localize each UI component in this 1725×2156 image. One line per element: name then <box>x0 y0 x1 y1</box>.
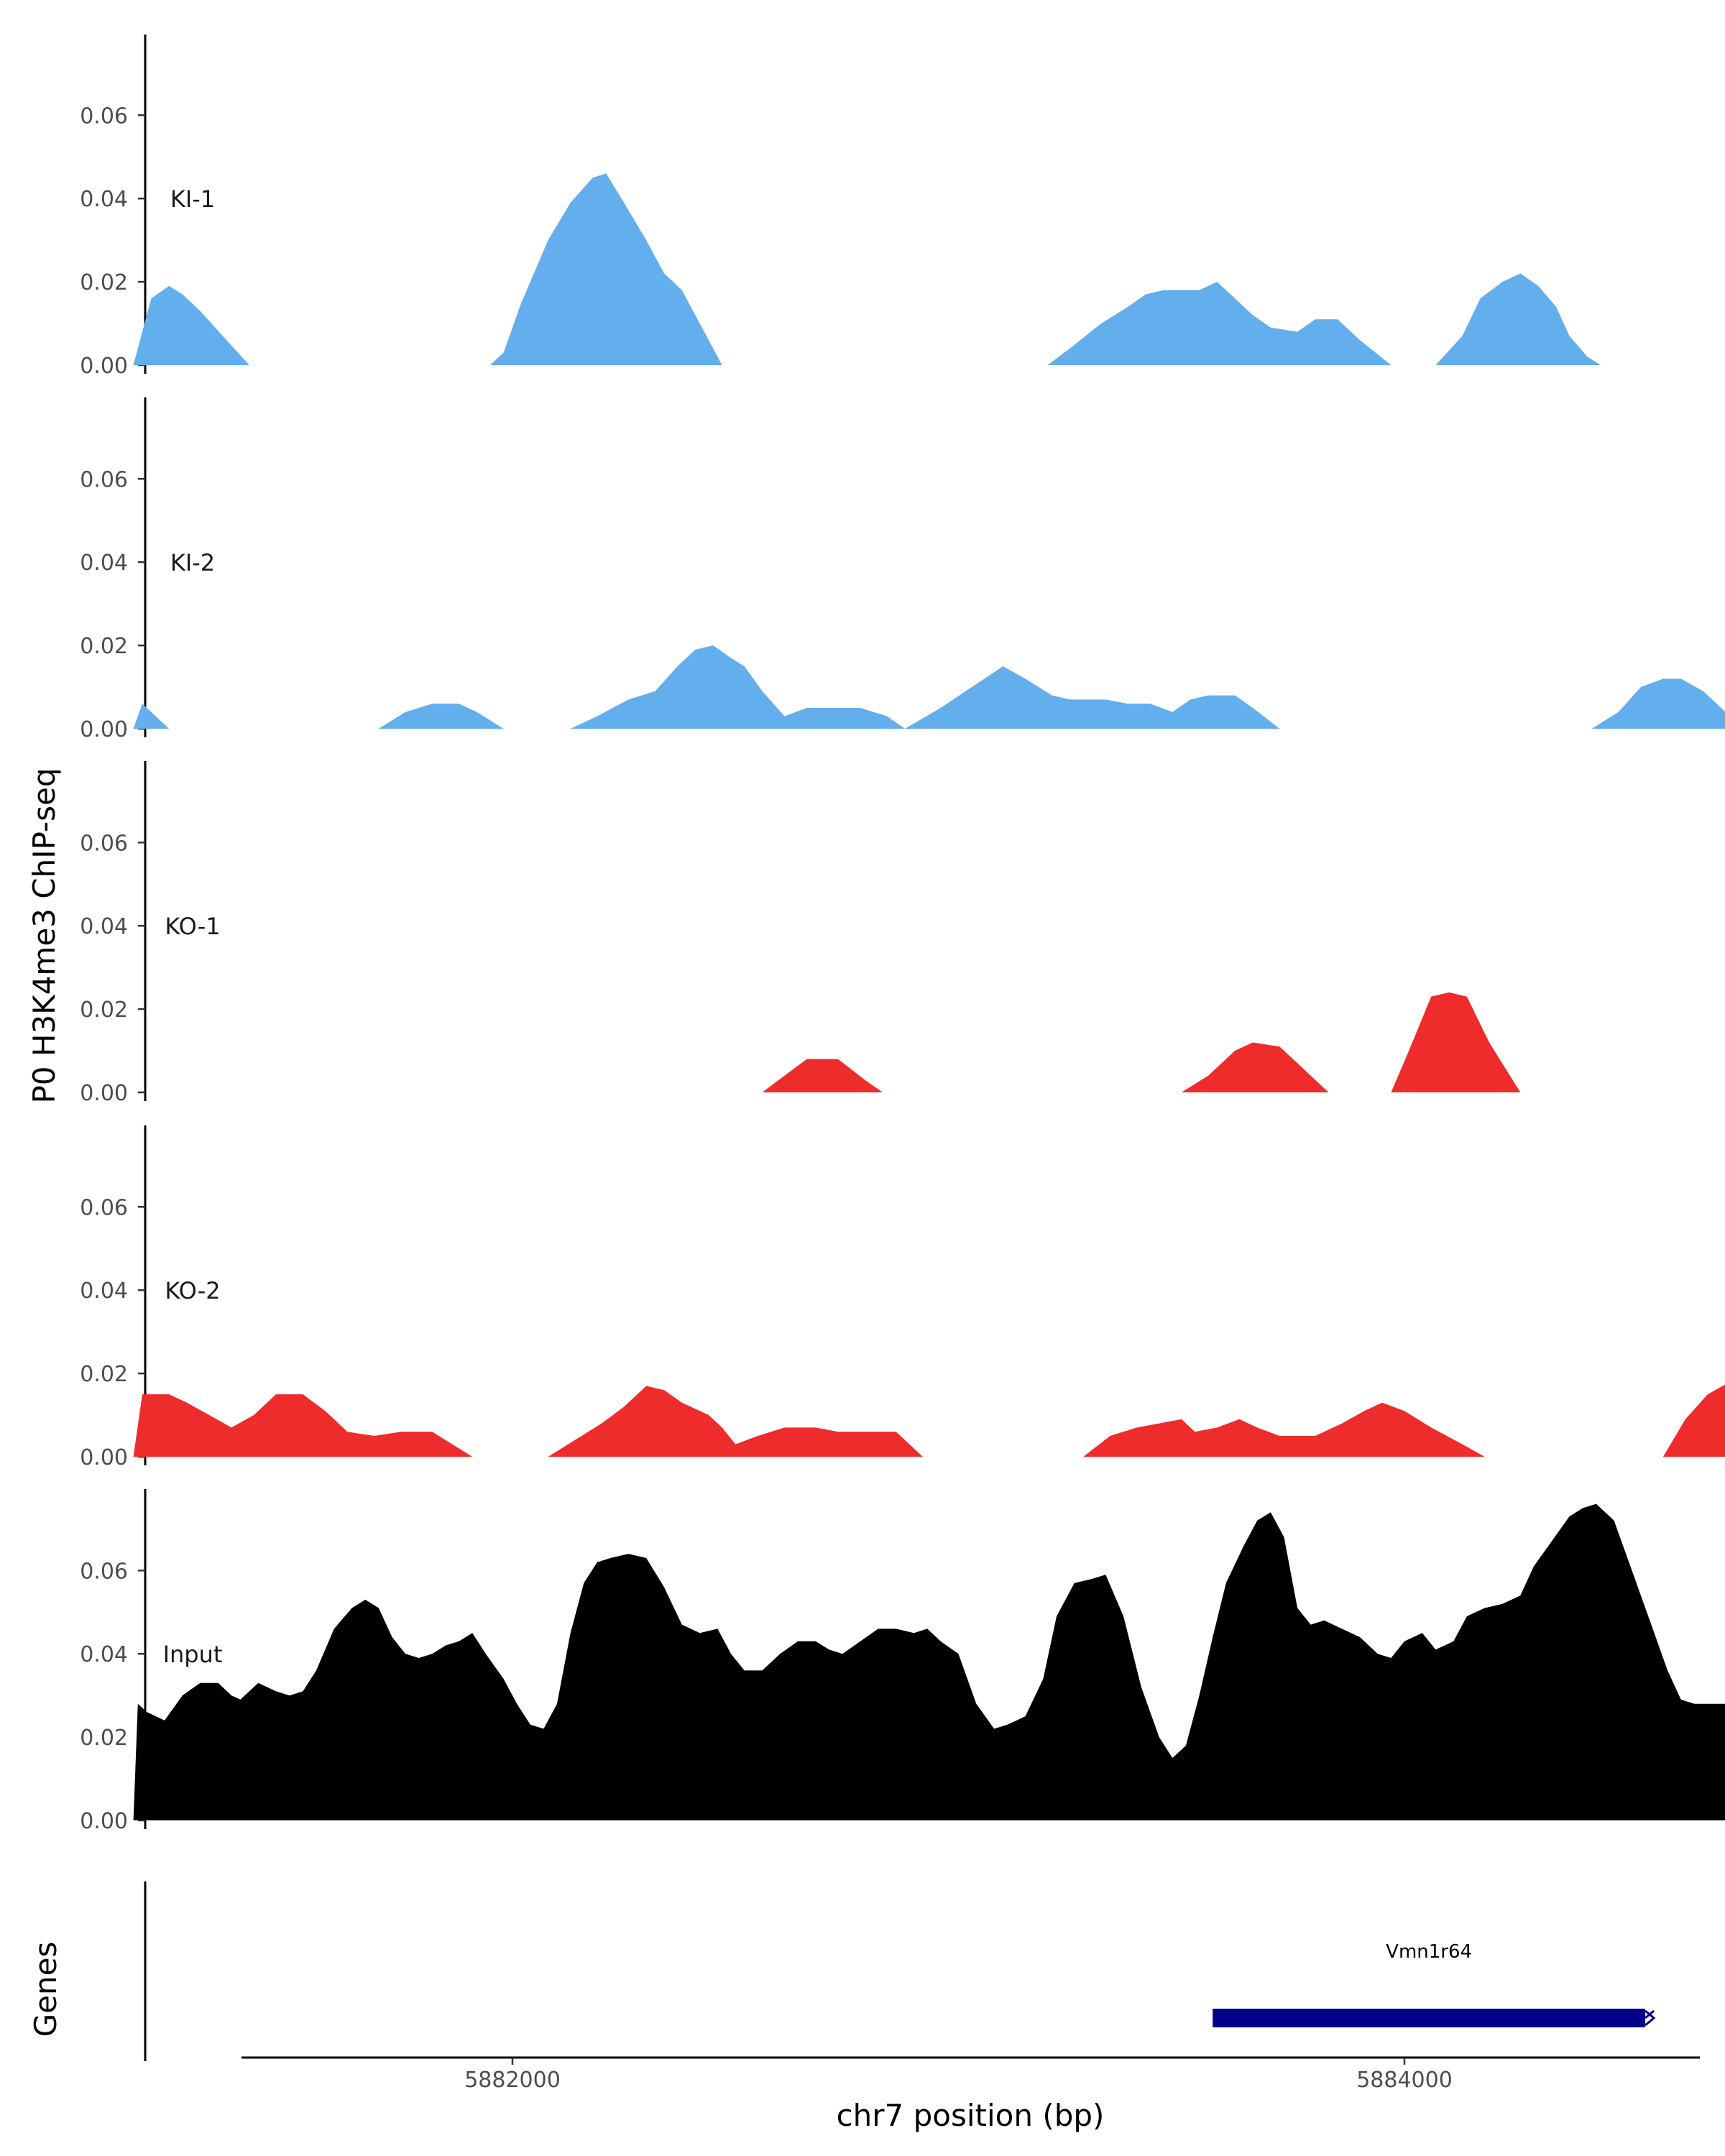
y-tick-label: 0.04 <box>80 1279 128 1304</box>
y-tick-label: 0.04 <box>80 1642 128 1667</box>
y-tick-label: 0.06 <box>80 103 128 129</box>
genes-track-title: Genes <box>28 1942 63 2037</box>
y-tick-label: 0.04 <box>80 914 128 939</box>
y-tick-label: 0.02 <box>80 998 128 1023</box>
tracks-layer: 0.00 0.02 0.04 0.06 KI-1 0.00 0.02 0.04 0.06 KI-2… <box>80 34 1725 1834</box>
x-tick-label: 5884000 <box>1356 2068 1453 2093</box>
gene-body <box>1213 2009 1646 2027</box>
x-tick-label: 5882000 <box>464 2068 561 2093</box>
signal-area-ki-1 <box>133 173 1725 365</box>
y-tick-label: 0.02 <box>80 1362 128 1387</box>
track-ko-2: 0.00 0.02 0.04 0.06 KO-2 <box>80 1125 1725 1470</box>
y-tick-label: 0.00 <box>80 1445 128 1470</box>
track-ki-1: 0.00 0.02 0.04 0.06 KI-1 <box>80 34 1725 379</box>
x-axis: 588200058840005886000 <box>242 2056 1700 2093</box>
genes-layer: Genes Vmn1r64 <box>28 1881 1656 2061</box>
track-label: KI-1 <box>170 185 215 213</box>
x-axis-title: chr7 position (bp) <box>837 2098 1105 2133</box>
y-tick-label: 0.06 <box>80 1559 128 1584</box>
track-ki-2: 0.00 0.02 0.04 0.06 KI-2 <box>80 397 1725 742</box>
signal-area-ko-1 <box>762 992 1725 1092</box>
signal-area-input <box>133 1503 1725 1820</box>
signal-area-ko-2 <box>133 1384 1725 1457</box>
y-axis-title: P0 H3K4me3 ChIP-seq <box>27 768 62 1103</box>
track-label: KI-2 <box>170 549 215 576</box>
track-ko-1: 0.00 0.02 0.04 0.06 KO-1 <box>80 761 1725 1106</box>
y-tick-label: 0.00 <box>80 354 128 379</box>
y-tick-label: 0.00 <box>80 1081 128 1106</box>
y-tick-label: 0.06 <box>80 831 128 856</box>
y-tick-label: 0.00 <box>80 1809 128 1834</box>
gene-label: Vmn1r64 <box>1386 1941 1472 1963</box>
y-tick-label: 0.02 <box>80 1726 128 1751</box>
y-tick-label: 0.02 <box>80 270 128 295</box>
y-tick-label: 0.06 <box>80 1195 128 1220</box>
track-label: KO-1 <box>165 913 220 940</box>
gene-strand-arrow <box>1644 2009 1656 2027</box>
y-tick-label: 0.02 <box>80 634 128 659</box>
y-tick-label: 0.06 <box>80 467 128 492</box>
track-input: 0.00 0.02 0.04 0.06 Input <box>80 1489 1725 1834</box>
y-tick-label: 0.00 <box>80 717 128 742</box>
track-label: KO-2 <box>165 1277 220 1304</box>
y-tick-label: 0.04 <box>80 187 128 212</box>
y-tick-label: 0.04 <box>80 550 128 576</box>
track-label: Input <box>163 1641 223 1668</box>
